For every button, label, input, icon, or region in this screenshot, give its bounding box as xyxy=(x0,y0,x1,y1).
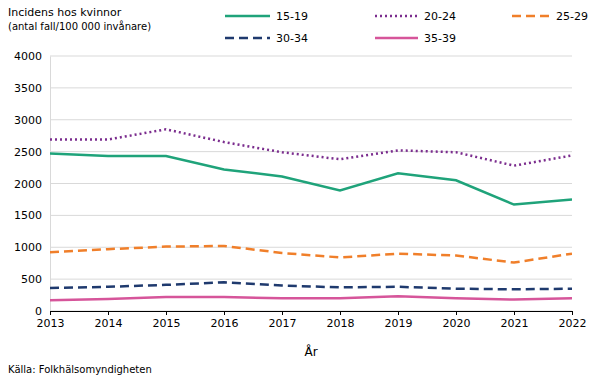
x-tick-mark xyxy=(282,311,283,315)
series-line xyxy=(50,129,572,165)
grid-line xyxy=(50,279,572,280)
y-tick-label: 2000 xyxy=(14,178,42,191)
y-tick-label: 500 xyxy=(21,273,42,286)
x-tick-mark xyxy=(166,311,167,315)
y-tick-label: 1500 xyxy=(14,209,42,222)
legend-label: 20-24 xyxy=(424,10,456,23)
grid-line xyxy=(50,215,572,216)
x-tick-label: 2014 xyxy=(95,317,123,330)
y-tick: 1000 xyxy=(14,241,50,254)
y-tick: 3500 xyxy=(14,82,50,95)
x-tick: 2021 xyxy=(501,311,529,330)
legend-swatch xyxy=(375,15,418,18)
y-tick-label: 2500 xyxy=(14,146,42,159)
y-tick-label: 3000 xyxy=(14,114,42,127)
series-line xyxy=(50,154,572,205)
x-tick-mark xyxy=(572,311,573,315)
x-tick-mark xyxy=(50,311,51,315)
grid-line xyxy=(50,87,572,88)
legend-item: 25-29 xyxy=(512,10,588,23)
grid xyxy=(50,56,572,311)
x-tick-label: 2017 xyxy=(269,317,297,330)
series-line xyxy=(50,282,572,289)
y-tick-label: 1000 xyxy=(14,241,42,254)
x-tick: 2016 xyxy=(211,311,239,330)
x-tick: 2015 xyxy=(153,311,181,330)
grid-line xyxy=(50,56,572,57)
legend-item: 35-39 xyxy=(375,32,456,45)
x-tick-label: 2021 xyxy=(501,317,529,330)
x-tick-label: 2018 xyxy=(327,317,355,330)
legend-swatch xyxy=(225,37,270,40)
x-tick-label: 2020 xyxy=(443,317,471,330)
x-tick: 2022 xyxy=(559,311,587,330)
y-tick: 3000 xyxy=(14,114,50,127)
x-tick-mark xyxy=(340,311,341,315)
y-axis-line xyxy=(50,57,51,312)
x-tick: 2019 xyxy=(385,311,413,330)
legend-label: 30-34 xyxy=(276,32,308,45)
y-tick: 1500 xyxy=(14,209,50,222)
legend: 15-19 20-24 25-29 30-34 35-39 xyxy=(225,10,588,45)
x-tick: 2013 xyxy=(37,311,65,330)
source: Källa: Folkhälsomyndigheten xyxy=(8,364,152,375)
legend-swatch xyxy=(225,15,270,18)
x-tick-label: 2016 xyxy=(211,317,239,330)
title: Incidens hos kvinnor xyxy=(8,6,122,19)
x-tick-label: 2019 xyxy=(385,317,413,330)
legend-label: 35-39 xyxy=(424,32,456,45)
legend-label: 15-19 xyxy=(276,10,308,23)
y-tick: 500 xyxy=(21,273,50,286)
y-tick: 2500 xyxy=(14,146,50,159)
y-tick: 4000 xyxy=(14,50,50,63)
x-axis-title: År xyxy=(304,344,317,359)
x-tick-label: 2013 xyxy=(37,317,65,330)
x-tick-mark xyxy=(108,311,109,315)
y-tick: 2000 xyxy=(14,178,50,191)
x-tick: 2014 xyxy=(95,311,123,330)
x-tick-mark xyxy=(456,311,457,315)
x-tick-mark xyxy=(514,311,515,315)
y-tick-label: 3500 xyxy=(14,82,42,95)
legend-item: 30-34 xyxy=(225,32,308,45)
x-axis-line xyxy=(51,312,573,316)
subtitle: (antal fall/100 000 invånare) xyxy=(8,20,151,32)
series-line xyxy=(50,296,572,300)
y-axis: 05001000150020002500300035004000 xyxy=(14,50,51,318)
grid-line xyxy=(50,151,572,152)
chart: 0500100015002000250030003500400020132014… xyxy=(0,0,605,379)
grid-line xyxy=(50,119,572,120)
x-axis: 2013 2014 2015 2016 2017 2018 2019 2020 2021 2022 xyxy=(37,311,587,330)
legend-swatch xyxy=(375,37,418,40)
series-line xyxy=(50,246,572,263)
x-tick: 2020 xyxy=(443,311,471,330)
x-tick-label: 2022 xyxy=(559,317,587,330)
y-tick-label: 4000 xyxy=(14,50,42,63)
x-tick: 2018 xyxy=(327,311,355,330)
x-tick: 2017 xyxy=(269,311,297,330)
legend-label: 25-29 xyxy=(556,10,588,23)
lines xyxy=(50,129,572,300)
x-tick-mark xyxy=(398,311,399,315)
x-tick-label: 2015 xyxy=(153,317,181,330)
legend-swatch xyxy=(512,15,550,18)
legend-item: 15-19 xyxy=(225,10,308,23)
x-tick-mark xyxy=(224,311,225,315)
legend-item: 20-24 xyxy=(375,10,456,23)
